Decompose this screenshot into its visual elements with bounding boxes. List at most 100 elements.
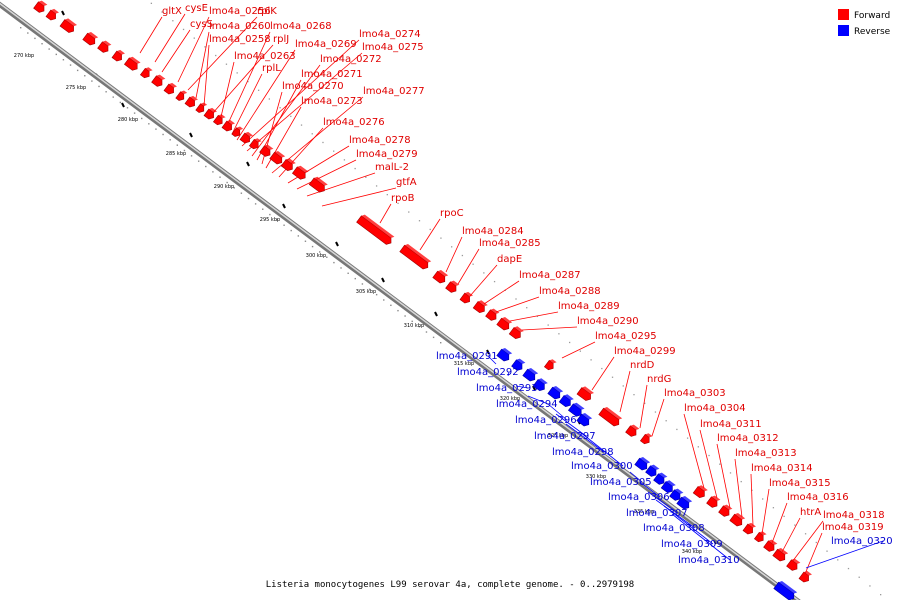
gene-lmo4a-0288-top-face [490,308,500,314]
scale-dot [390,304,392,307]
scale-dot [432,336,435,339]
scale-dot [311,133,313,135]
scale-dot [375,185,378,187]
gene-lmo4a-0278-top-face [274,150,286,158]
gene-lmo4a-0318-label: lmo4a_0318 [823,510,885,521]
scale-dot [247,197,250,200]
scale-dot [268,98,270,100]
scale-dot [333,261,335,264]
scale-dot [290,115,292,118]
gene-lmo4a-0289-label: lmo4a_0289 [558,301,620,312]
scale-dot [697,446,699,448]
scale-dot [62,59,65,61]
gene-lmo4a-0272-label: lmo4a_0272 [320,54,382,65]
gene-lmo4a-0291-top-face [501,347,513,355]
callout-line [225,31,271,129]
gene-lmo4a-0315-top-face [759,531,767,536]
scale-dot [826,550,828,552]
gene-lmo4a-0300 [576,412,593,427]
callout-line [515,385,529,389]
scale-dot [55,53,57,56]
gene-lmo4a-0320-top-face [778,581,798,594]
gene-nrdg [625,424,640,437]
gene-lmo4a-0268-top-face [168,82,177,88]
scale-dot [783,515,785,518]
scale-dot [729,472,732,474]
scale-dot [204,46,206,48]
scale-dot [451,246,453,248]
scale-dot [257,89,260,91]
gene-rplj-label: rplJ [273,34,289,45]
gene-lmo4a-0292-top-face [516,358,526,364]
gene-lmo4a-0318 [786,558,801,571]
gene-lmo4a-0319-label: lmo4a_0319 [822,522,884,533]
gene-nrdg-label: nrdG [647,374,671,385]
callout-line [716,443,731,509]
scale-dot [526,307,528,309]
callout-line [651,398,665,437]
gene-lmo4a-0303 [639,433,653,445]
scale-dot [290,229,292,232]
scale-dot [182,28,185,31]
callout-line [251,64,321,157]
gene-lmo4a-0289-top-face [501,316,513,324]
gene-gltx-label: gltX [162,6,182,17]
gene-lmo4a-0313-body [729,513,743,527]
scale-dot [219,176,221,178]
legend-forward-label: Forward [854,11,890,21]
gene-nrdg-body [625,425,637,437]
gene-cyse-body [45,9,56,21]
gene-lmo4a-0299 [576,386,594,401]
gene-lmo4a-0314-label: lmo4a_0314 [751,463,813,474]
scale-dot [347,272,349,274]
scale-dot [197,160,200,162]
gene-lmo4a-0271 [221,119,235,132]
gene-lmo4a-0313-label: lmo4a_0313 [735,448,797,459]
callout-line [246,52,363,152]
gene-lmo4a-0295-top-face [549,359,557,364]
scale-dot [386,194,388,196]
tick-label-270-kbp: 270 kbp [14,53,34,59]
gene-mall-2 [291,165,309,180]
scale-dot [84,75,86,77]
gene-lmo4a-0309-top-face [674,488,684,494]
gene-labels: gltX cysEcysSlmo4a_0256rplKlmo4a_0260lmo4… [162,3,893,566]
scale-dot [183,149,186,152]
gene-lmo4a-0256-top-face [87,31,99,39]
gene-lmo4a-0269-label: lmo4a_0269 [295,39,357,50]
callout-line [203,44,210,107]
tick-mark [246,161,250,167]
callout-line [509,311,559,322]
gene-features [33,0,812,600]
gene-lmo4a-0290 [508,326,524,340]
gene-lmo4a-0306-body [645,465,657,477]
scale-dot [304,240,307,242]
callout-line [161,29,191,73]
scale-dot [383,299,385,301]
gene-lmo4a-0263-top-face [156,74,166,80]
callout-line [699,429,718,499]
scale-dot [880,594,882,596]
callout-line [507,371,510,377]
scale-dot [340,267,342,269]
gene-lmo4a-0289-body [496,317,510,331]
callout-line [639,481,661,498]
scale-dot [27,32,29,34]
gene-htra [772,547,789,562]
tick-mark [189,132,193,138]
gene-lmo4a-0312-body [718,505,730,517]
gene-lmo4a-0277 [248,138,262,150]
tick-label-340-kbp: 340 kbp [682,549,702,555]
gene-lmo4a-0278-label: lmo4a_0278 [349,135,411,146]
gene-lmo4a-0287 [472,300,488,314]
callout-line [791,520,824,563]
gene-lmo4a-0268-label: lmo4a_0268 [270,21,332,32]
callout-line [211,44,274,115]
gene-lmo4a-0284-top-face [437,269,449,277]
gene-lmo4a-0268 [163,82,177,95]
scale-dot [440,342,442,344]
gene-lmo4a-0316-top-face [768,539,778,545]
gene-lmo4a-0307-top-face [658,472,668,478]
scale-dot [804,533,807,535]
callout-line [231,73,263,135]
